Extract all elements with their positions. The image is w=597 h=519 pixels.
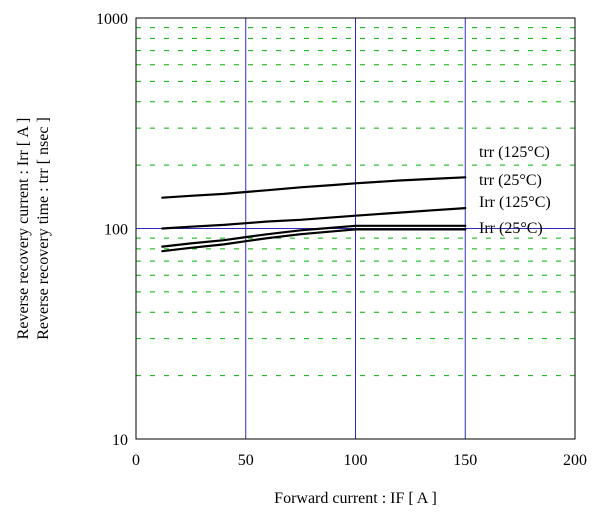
x-tick-label: 150 — [453, 452, 477, 469]
series-line-3 — [161, 228, 467, 253]
x-tick-label: 50 — [238, 452, 254, 469]
curve-label-1: trr (25°C) — [479, 172, 542, 189]
x-tick-label: 0 — [132, 452, 140, 469]
series-line-1 — [161, 207, 467, 230]
y-tick-label: 10 — [112, 432, 128, 449]
y-tick-label: 1000 — [96, 11, 128, 28]
plot-frame — [135, 17, 576, 440]
y-tick-labels: 10 100 1000 — [96, 11, 128, 449]
x-tick-label: 100 — [344, 452, 368, 469]
curve-label-0: trr (125°C) — [479, 144, 550, 161]
y-axis-label-irr: Reverse recovery current : Irr [ A ] — [15, 118, 32, 340]
curve-labels: trr (125°C) trr (25°C) Irr (125°C) Irr (25°… — [479, 144, 551, 237]
x-tick-label: 200 — [563, 452, 587, 469]
curve-label-2: Irr (125°C) — [479, 194, 551, 211]
series-line-2 — [161, 224, 467, 248]
y-tick-label: 100 — [104, 222, 128, 239]
series-layer — [161, 176, 467, 253]
x-axis-label: Forward current : IF [ A ] — [274, 490, 437, 507]
x-tick-labels: 0 50 100 150 200 — [132, 452, 587, 469]
minor-grid — [136, 27, 575, 377]
y-axis-label-trr: Reverse recovery time : trr [ nsec ] — [35, 117, 52, 340]
series-line-0 — [161, 176, 467, 199]
curve-label-3: Irr (25°C) — [479, 220, 543, 237]
